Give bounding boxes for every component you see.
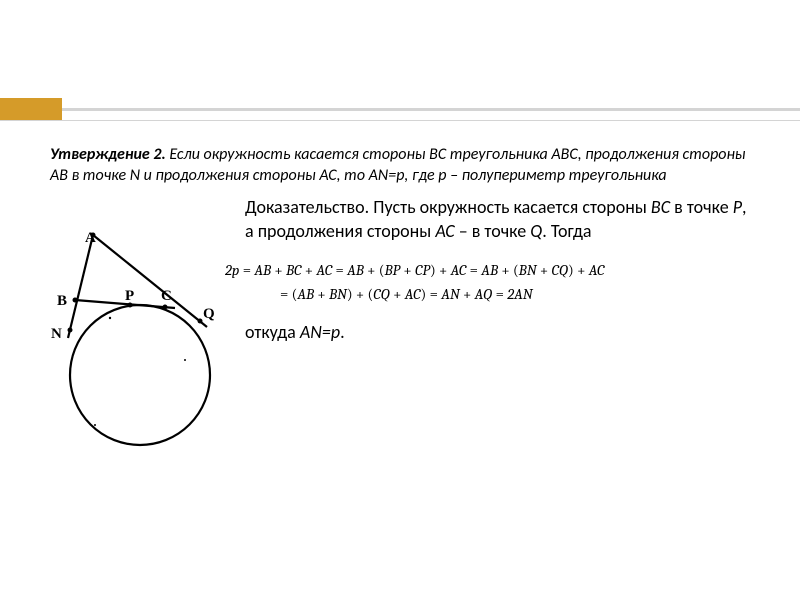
diagram-svg: A B N P C Q [35, 230, 235, 450]
proof-1: Доказательство. Пусть окружность касаетс… [245, 196, 651, 218]
conclusion-eq: AN=p [300, 321, 340, 343]
conclusion-pre: откуда [245, 321, 300, 343]
label-q: Q [203, 306, 215, 322]
formula-line-1: 2p = AB + BC + AC = AB + (BP + CP) + AC … [225, 261, 750, 279]
formula-r1: AB + BC + AC [254, 261, 332, 279]
point-c [163, 304, 168, 309]
proof-5: . Тогда [542, 220, 591, 242]
formula-r5: AN + AQ [441, 285, 492, 303]
statement-text: Утверждение 2. Если окружность касается … [50, 145, 750, 187]
proof-q: Q [530, 220, 542, 242]
eq4: = [280, 285, 292, 303]
geometry-diagram: A B N P C Q [35, 230, 235, 450]
conclusion: откуда AN=p. [245, 321, 750, 343]
point-n [68, 327, 73, 332]
header-line-thick [62, 108, 800, 111]
formula-r4: (AB + BN) + (CQ + AC) [292, 285, 427, 303]
conclusion-post: . [340, 321, 345, 343]
point-q [198, 318, 203, 323]
formula-r3: AB + (BN + CQ) + AC [481, 261, 604, 279]
top-spacer [0, 0, 800, 98]
noise-dot [184, 359, 186, 361]
formula-line-2: = (AB + BN) + (CQ + AC) = AN + AQ = 2AN [280, 285, 750, 303]
noise-dot [109, 316, 111, 318]
eq2: = [332, 261, 347, 279]
eq5: = [426, 285, 441, 303]
point-b [73, 297, 78, 302]
header-line-thin [0, 120, 800, 121]
content-area: Утверждение 2. Если окружность касается … [50, 145, 750, 343]
proof-text: Доказательство. Пусть окружность касаетс… [245, 195, 750, 244]
label-b: B [57, 293, 67, 309]
line-an [68, 235, 93, 338]
proof-bc: ВС [651, 196, 670, 218]
label-n: N [51, 326, 62, 342]
proof-4: – в точке [455, 220, 531, 242]
line-aq [93, 235, 207, 327]
label-c: C [161, 288, 172, 304]
label-p: P [125, 288, 134, 304]
eq3: = [466, 261, 481, 279]
proof-p: Р [733, 196, 742, 218]
eq6: = [492, 285, 507, 303]
proof-2: в точке [670, 196, 733, 218]
diagram-proof-row: A B N P C Q Доказательство. Пусть окружн… [50, 195, 750, 344]
proof-ac: АС [435, 220, 454, 242]
eq1: = [239, 261, 254, 279]
header-accent-block [0, 98, 62, 120]
statement-title: Утверждение 2. [50, 145, 166, 164]
formula-r2: AB + (BP + CP) + AC [347, 261, 466, 279]
noise-dot [94, 424, 96, 426]
label-a: A [85, 230, 96, 246]
formula-r6: 2AN [507, 285, 532, 303]
diagram-circle [70, 305, 210, 445]
